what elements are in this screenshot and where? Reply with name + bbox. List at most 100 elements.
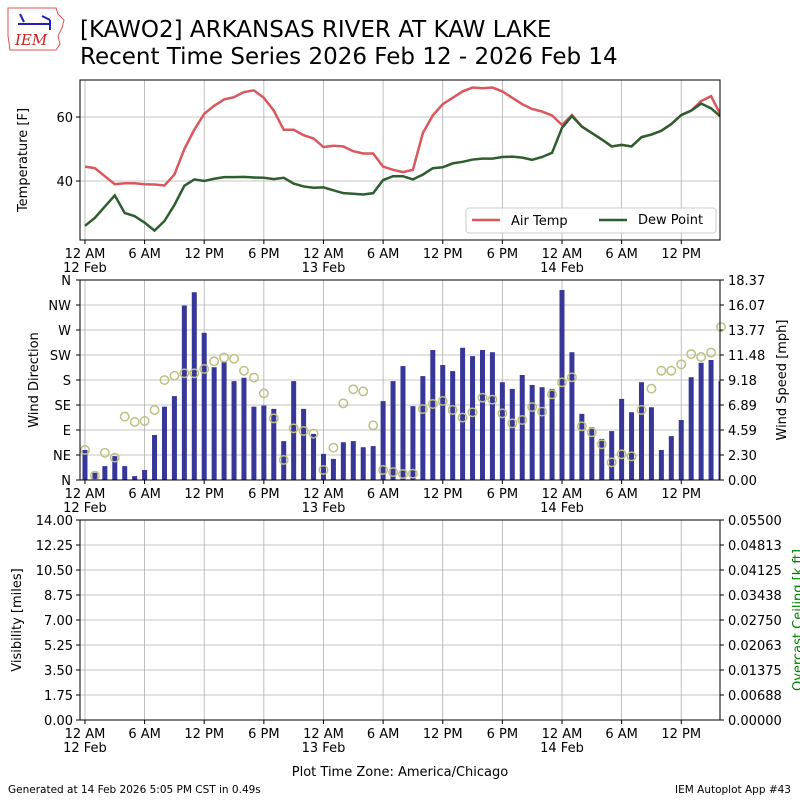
wind-direction-bar: [241, 377, 247, 480]
wind-speed-marker: [288, 423, 299, 434]
wind-direction-bar: [619, 398, 625, 480]
y-tick-label: 1.75: [44, 689, 73, 704]
wind-speed-marker: [239, 365, 249, 376]
wind-speed-marker: [427, 399, 438, 409]
wind-direction-bar: [609, 431, 615, 480]
y-tick-label: 0.00: [44, 714, 73, 729]
wind-direction-bar: [291, 381, 297, 480]
wind-direction-bar: [92, 472, 98, 480]
wind-speed-marker: [467, 407, 478, 418]
wind-direction-bar: [191, 292, 197, 480]
x-date-label: 14 Feb: [540, 261, 584, 276]
wind-speed-marker: [716, 322, 726, 332]
x-tick-label: 12 PM: [661, 247, 701, 262]
x-tick-label: 6 AM: [605, 727, 638, 742]
wind-direction-bar: [211, 367, 217, 480]
wind-speed-marker: [557, 377, 567, 388]
y-tick-label: W: [58, 324, 71, 339]
y2-axis-label: Overcast Ceiling [k ft]: [791, 549, 800, 691]
wind-speed-marker: [378, 465, 389, 475]
generated-text: Generated at 14 Feb 2026 5:05 PM CST in …: [8, 784, 261, 796]
wind-direction-bar: [549, 388, 555, 480]
wind-direction-bar: [420, 376, 426, 480]
x-tick-label: 6 PM: [487, 487, 518, 502]
wind-direction-bar: [161, 406, 167, 480]
wind-speed-marker: [527, 402, 538, 413]
y-tick-label: 14.00: [36, 514, 73, 529]
y2-tick-label: 0.01375: [728, 664, 782, 679]
wind-speed-marker: [258, 388, 269, 399]
x-tick-label: 12 AM: [542, 247, 583, 262]
legend-dew-label: Dew Point: [638, 213, 703, 228]
y2-tick-label: 0.04125: [728, 564, 782, 579]
wind-speed-marker: [537, 406, 548, 417]
y-tick-label: N: [61, 274, 71, 289]
x-tick-label: 6 PM: [248, 247, 279, 262]
wind-speed-marker: [487, 394, 498, 405]
wind-speed-marker: [407, 468, 418, 479]
x-tick-label: 6 PM: [487, 727, 518, 742]
wind-direction-bar: [271, 408, 277, 480]
wind-direction-bar: [430, 350, 436, 480]
y2-tick-label: 11.48: [728, 349, 765, 364]
y2-tick-label: 0.00: [728, 474, 757, 489]
x-tick-label: 6 AM: [367, 727, 400, 742]
wind-speed-marker: [437, 396, 448, 406]
wind-direction-bar: [718, 381, 720, 480]
wind-direction-bar: [400, 366, 406, 480]
wind-speed-marker: [477, 392, 488, 403]
wind-direction-bar: [668, 436, 674, 480]
y-tick-label: 8.75: [44, 589, 73, 604]
x-tick-label: 12 PM: [661, 727, 701, 742]
wind-direction-bar: [152, 435, 158, 480]
wind-speed-marker: [447, 405, 458, 415]
wind-direction-bar: [519, 375, 525, 480]
x-date-label: 14 Feb: [540, 501, 584, 516]
wind-speed-marker: [358, 386, 369, 397]
x-tick-label: 12 PM: [184, 247, 224, 262]
title-line-2: Recent Time Series 2026 Feb 12 - 2026 Fe…: [80, 44, 618, 70]
air-temp-line: [84, 86, 720, 187]
x-date-label: 13 Feb: [302, 501, 346, 516]
x-tick-label: 12 PM: [423, 247, 463, 262]
y-axis-label: Temperature [F]: [16, 108, 31, 213]
y-axis-label: Wind Direction: [27, 332, 42, 428]
wind-speed-marker: [308, 428, 319, 439]
wind-speed-marker: [606, 457, 617, 468]
wind-speed-marker: [169, 370, 180, 381]
y-tick-label: 12.25: [36, 539, 73, 554]
legend-air-label: Air Temp: [511, 214, 568, 229]
wind-direction-bar: [688, 377, 694, 480]
wind-direction-bar: [559, 290, 565, 480]
wind-speed-marker: [388, 467, 398, 478]
wind-speed-marker: [109, 452, 120, 463]
x-tick-label: 12 PM: [423, 487, 463, 502]
y-tick-label: 10.50: [36, 564, 73, 579]
wind-axes-frame: [79, 279, 721, 481]
wind-direction-bar: [599, 438, 605, 480]
wind-direction-bar: [231, 381, 237, 480]
wind-direction-bar: [320, 453, 326, 480]
x-tick-label: 12 AM: [65, 247, 106, 262]
wind-speed-marker: [398, 469, 408, 479]
x-tick-label: 12 PM: [184, 727, 224, 742]
x-tick-label: 12 AM: [542, 487, 583, 502]
y2-tick-label: 13.77: [728, 324, 765, 339]
wind-speed-marker: [219, 352, 230, 363]
wind-speed-marker: [248, 372, 259, 383]
wind-speed-marker: [666, 365, 677, 376]
x-date-label: 13 Feb: [302, 741, 346, 756]
x-tick-label: 6 AM: [128, 247, 161, 262]
y2-tick-label: 2.30: [728, 449, 757, 464]
y-tick-label: SW: [50, 349, 71, 364]
wind-speed-marker: [596, 439, 607, 450]
wind-direction-bar: [658, 450, 664, 480]
wind-speed-marker: [209, 356, 220, 367]
x-tick-label: 12 PM: [423, 727, 463, 742]
wind-direction-bar: [340, 442, 346, 480]
wind-speed-marker: [626, 451, 637, 462]
wind-speed-marker: [328, 442, 339, 453]
x-tick-label: 6 AM: [605, 487, 638, 502]
wind-direction-bar: [360, 447, 366, 480]
